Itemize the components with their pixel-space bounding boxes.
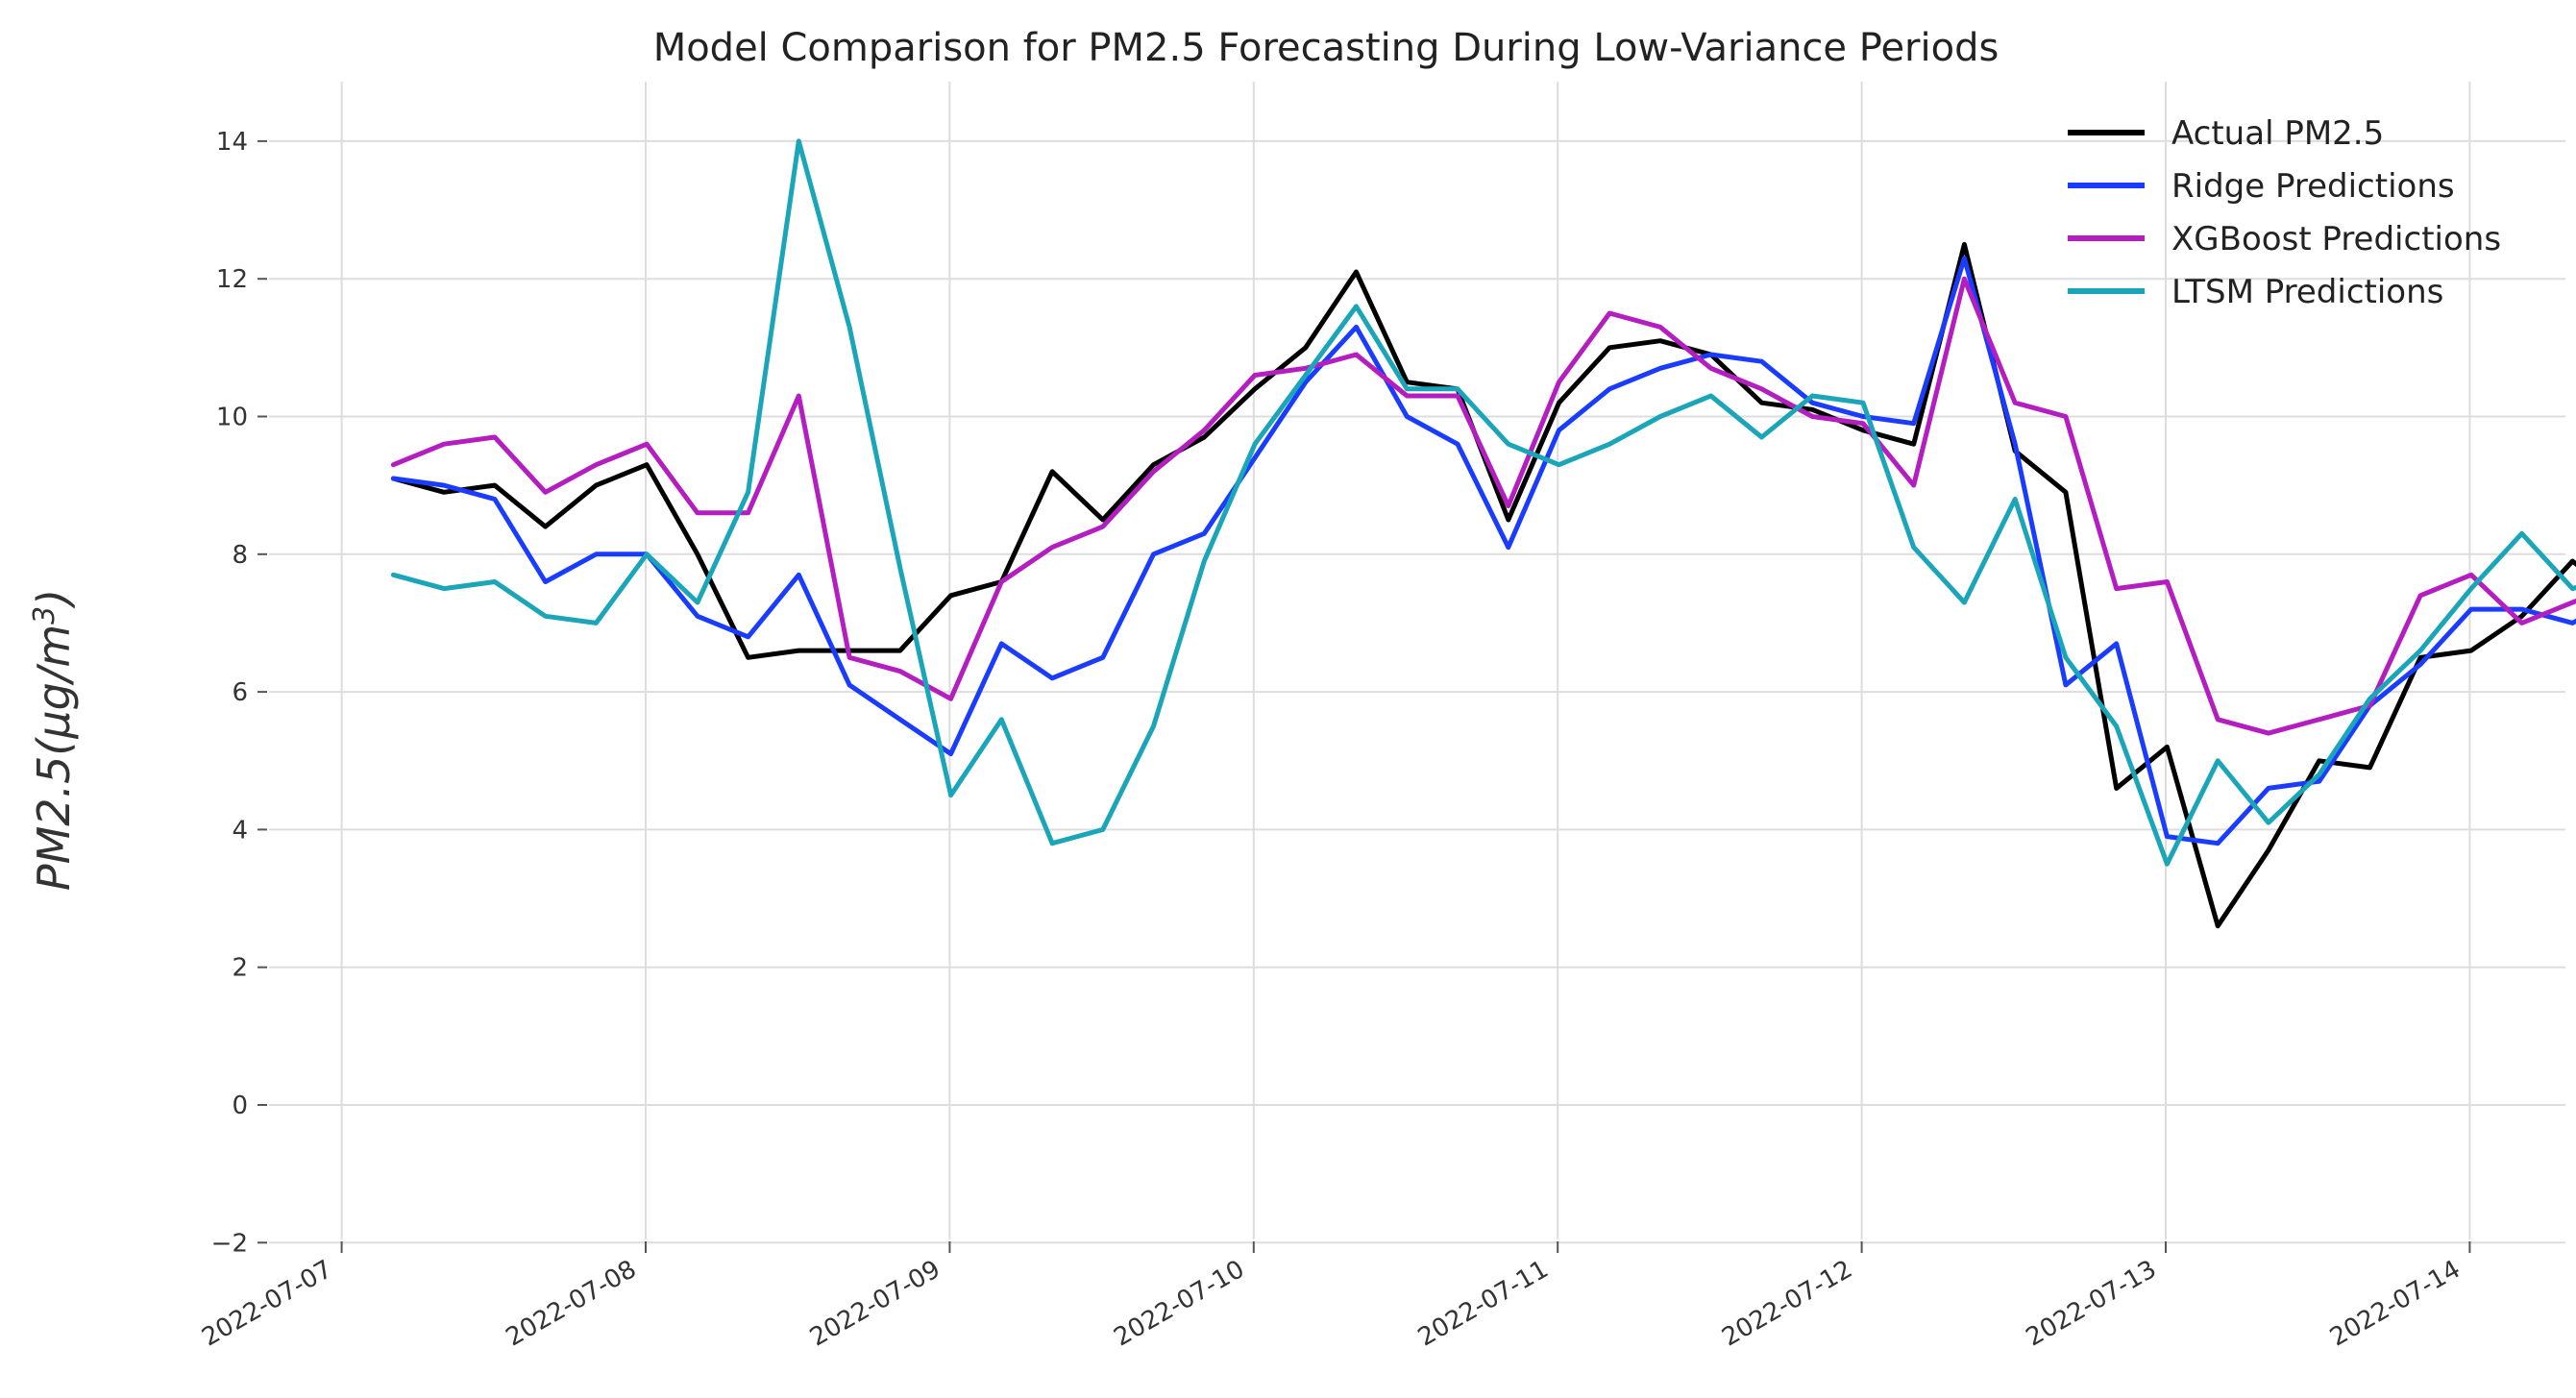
y-axis-label: PM2.5(μg/m3) bbox=[28, 589, 80, 891]
y-axis-label-superscript: 3 bbox=[28, 606, 61, 625]
y-tick-label: 6 bbox=[232, 678, 248, 707]
chart-title: Model Comparison for PM2.5 Forecasting D… bbox=[653, 26, 1999, 70]
y-axis-label-base: PM2.5(μg/m bbox=[28, 625, 80, 891]
series-line-xgboost-predictions bbox=[390, 276, 2576, 736]
y-tick-label: 10 bbox=[216, 404, 248, 432]
series-line-ltsm-predictions bbox=[390, 138, 2576, 867]
series-lines bbox=[390, 138, 2576, 929]
legend-label: Ridge Predictions bbox=[2171, 167, 2455, 206]
y-tick-label: −2 bbox=[211, 1229, 248, 1258]
legend-label: Actual PM2.5 bbox=[2171, 114, 2384, 153]
y-tick-label: 0 bbox=[232, 1091, 248, 1120]
y-tick-label: 4 bbox=[232, 816, 248, 845]
y-tick-label: 12 bbox=[216, 265, 248, 294]
y-axis-label-close: ) bbox=[28, 589, 80, 609]
y-tick-label: 8 bbox=[232, 541, 248, 570]
y-tick-label: 2 bbox=[232, 954, 248, 983]
y-tick-label: 14 bbox=[216, 128, 248, 157]
series-line-ridge-predictions bbox=[390, 256, 2576, 846]
legend-label: XGBoost Predictions bbox=[2171, 220, 2501, 258]
legend: Actual PM2.5 Ridge Predictions XGBoost Pre… bbox=[2068, 114, 2501, 311]
legend-label: LTSM Predictions bbox=[2171, 273, 2443, 311]
grid bbox=[269, 82, 2565, 1244]
